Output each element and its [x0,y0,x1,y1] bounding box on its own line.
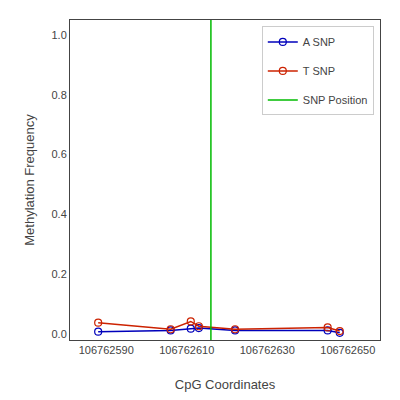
svg-text:Methylation Frequency: Methylation Frequency [22,114,37,246]
svg-text:106762650: 106762650 [320,344,375,356]
svg-text:1.0: 1.0 [52,29,67,41]
svg-text:0.4: 0.4 [52,208,67,220]
svg-text:CpG Coordinates: CpG Coordinates [175,377,276,392]
svg-text:0.8: 0.8 [52,89,67,101]
svg-text:SNP Position: SNP Position [303,94,368,106]
svg-text:106762610: 106762610 [159,344,214,356]
svg-text:0.6: 0.6 [52,148,67,160]
svg-text:0.2: 0.2 [52,268,67,280]
svg-text:A SNP: A SNP [303,36,335,48]
svg-text:106762630: 106762630 [240,344,295,356]
svg-text:106762590: 106762590 [79,344,134,356]
svg-text:0.0: 0.0 [52,328,67,340]
svg-text:T SNP: T SNP [303,65,335,77]
